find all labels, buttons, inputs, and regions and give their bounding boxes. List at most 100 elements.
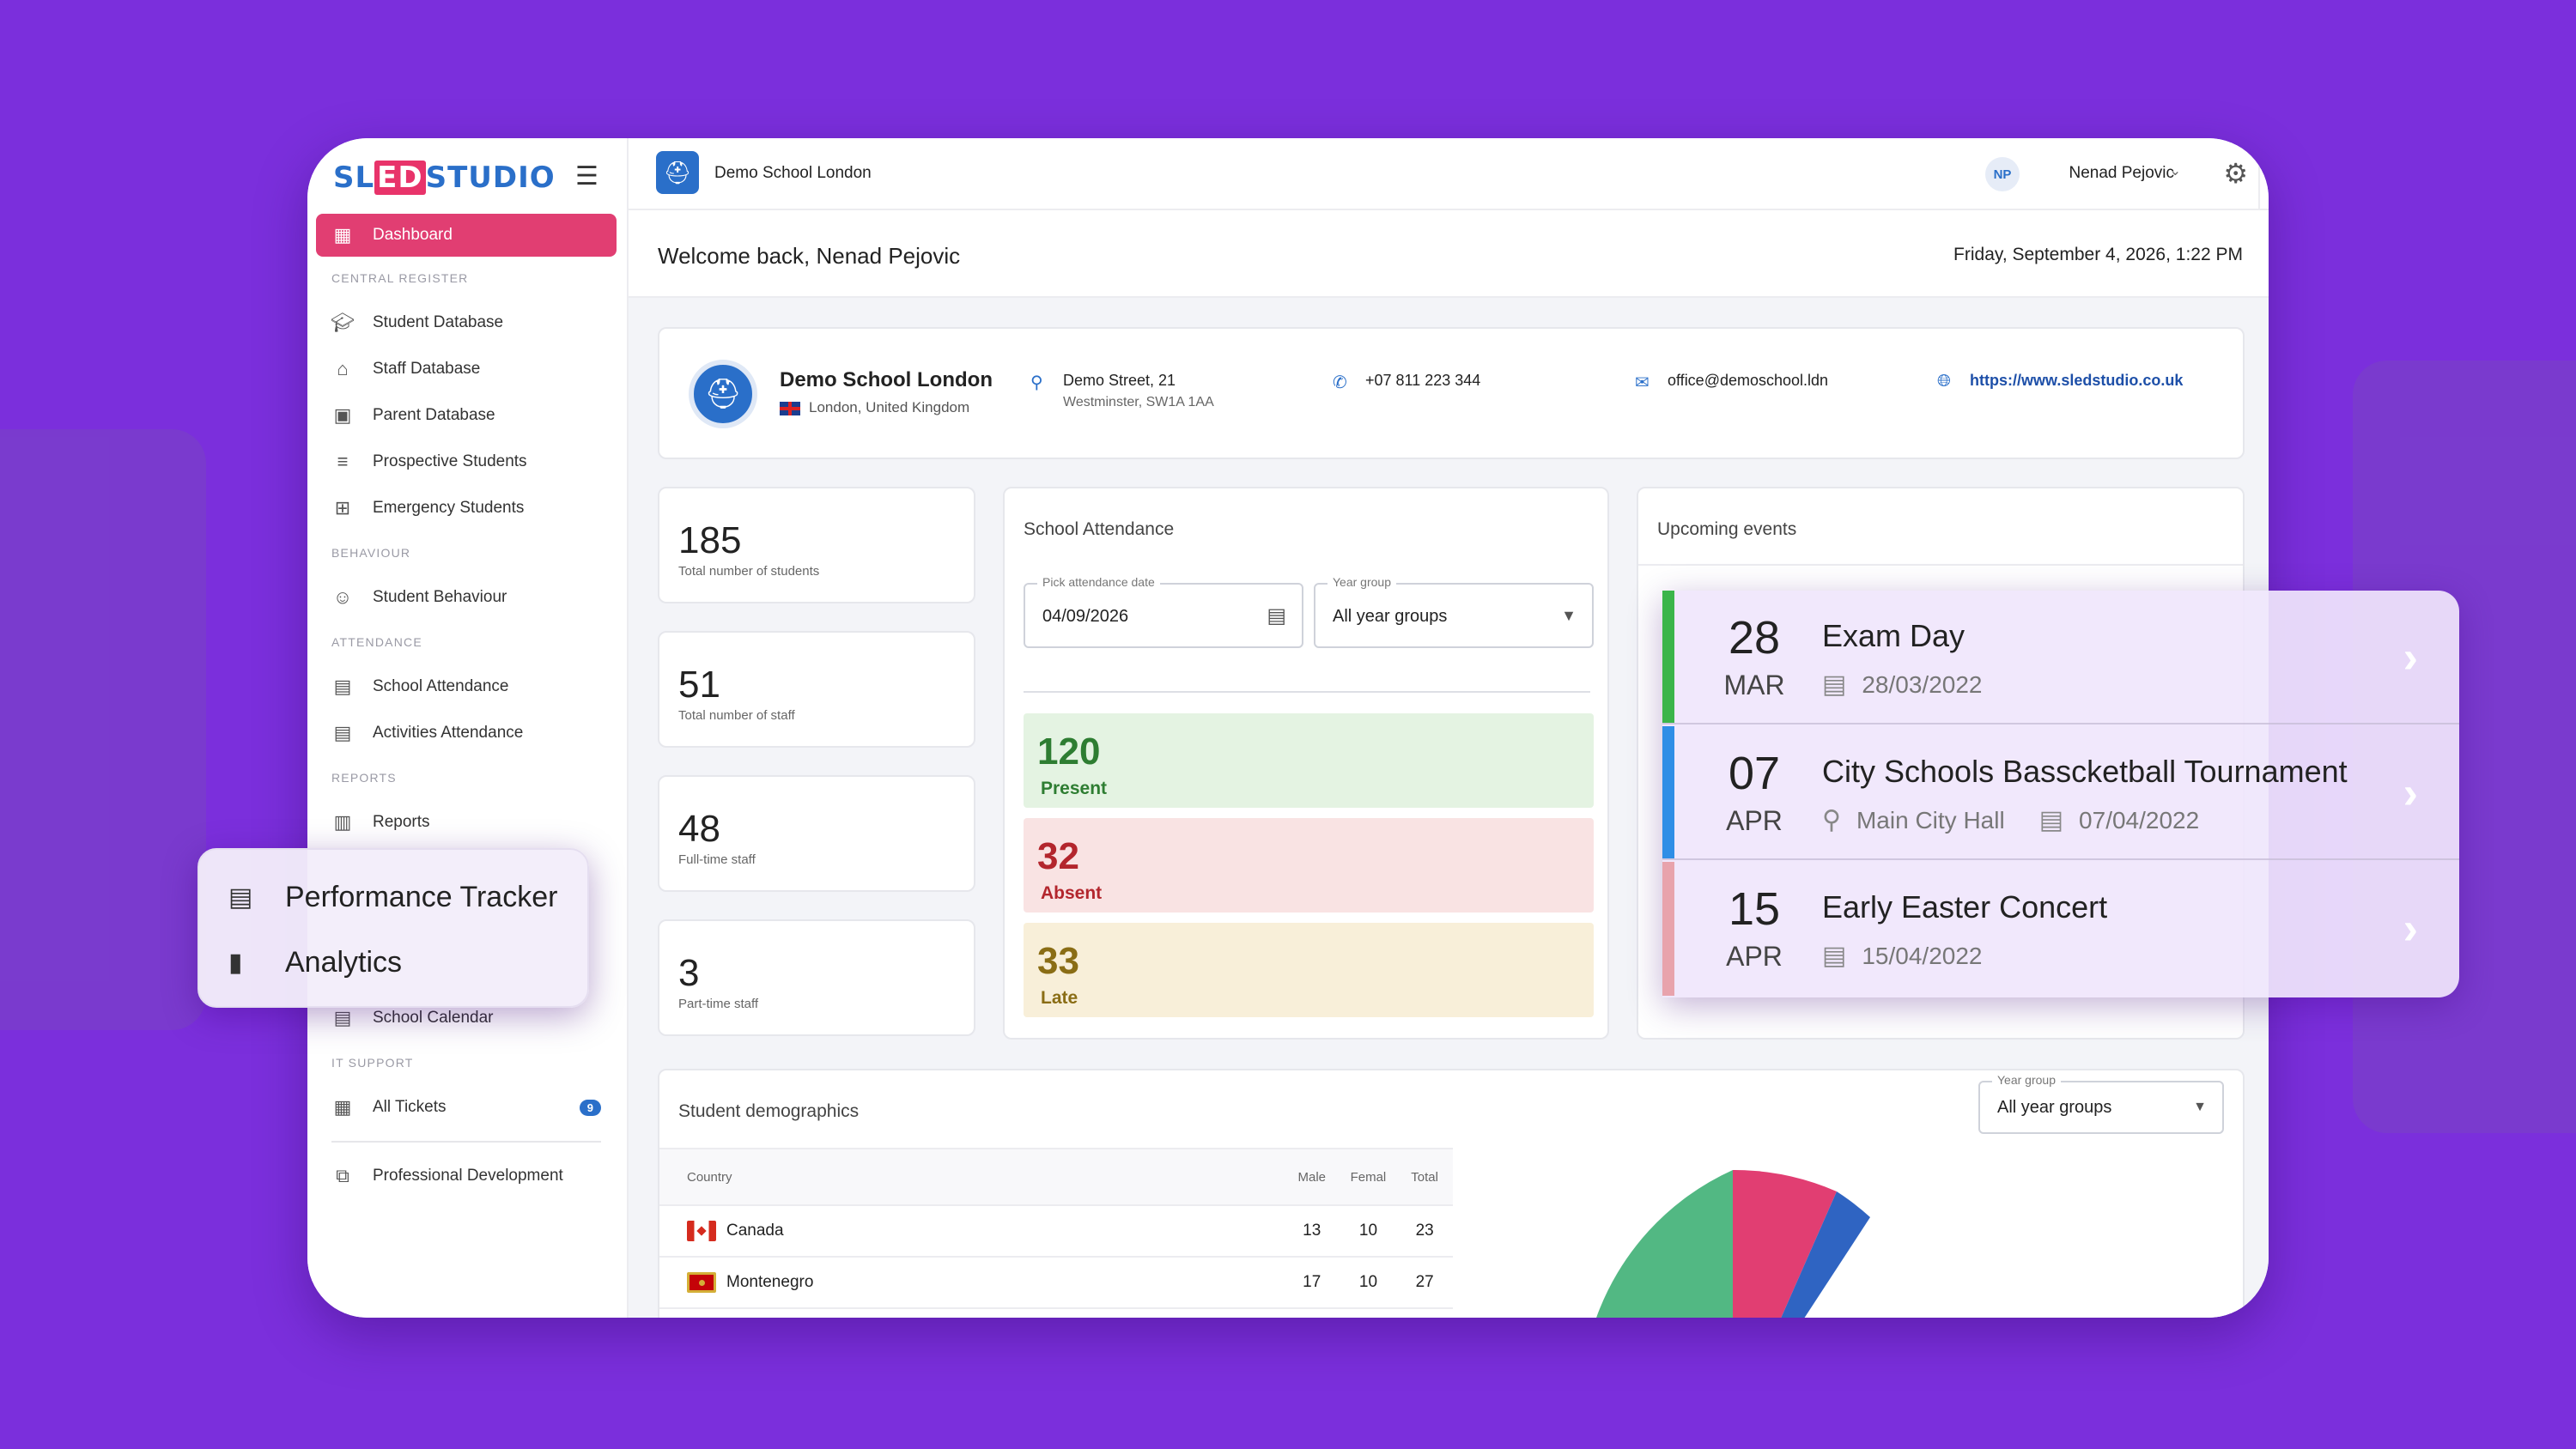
- smiley-icon: ☺: [332, 586, 353, 608]
- email-link[interactable]: office@demoschool.ldn: [1668, 372, 1829, 389]
- sidebar-item-student-database[interactable]: 🎓︎ Student Database: [316, 300, 617, 346]
- location-pin-icon: ⚲: [1822, 806, 1841, 834]
- absent-count: 32: [1037, 835, 1079, 877]
- menu-item-label: Analytics: [285, 946, 403, 979]
- dropdown-arrow-icon[interactable]: ▼: [1561, 607, 1577, 624]
- sidebar-item-label: Activities Attendance: [373, 724, 524, 742]
- chevron-right-icon[interactable]: ›: [2403, 633, 2418, 682]
- contact-icon: ▣: [333, 404, 352, 426]
- col-female[interactable]: Femal: [1350, 1169, 1387, 1185]
- calendar-icon: ▤: [2038, 806, 2064, 834]
- sidebar-item-school-attendance[interactable]: ▤ School Attendance: [316, 664, 617, 710]
- sidebar-item-parent-database[interactable]: ▣ Parent Database: [316, 392, 617, 439]
- present-label: Present: [1041, 779, 1108, 798]
- cell-total: 27: [1415, 1273, 1434, 1291]
- attendance-title: School Attendance: [1024, 519, 1175, 539]
- calendar-check-icon: ▤: [333, 1007, 352, 1028]
- present-count: 120: [1037, 731, 1101, 773]
- sidebar-item-professional-development[interactable]: ⧉ Professional Development: [316, 1153, 617, 1199]
- menu-item-analytics[interactable]: ▮ Analytics: [228, 946, 402, 979]
- sidebar-item-staff-database[interactable]: ⌂ Staff Database: [316, 346, 617, 392]
- sidebar-item-emergency-students[interactable]: ⊞ Emergency Students: [316, 485, 617, 531]
- school-logo-icon: ⛑︎: [689, 360, 757, 428]
- sidebar-item-activities-attendance[interactable]: ▤ Activities Attendance: [316, 710, 617, 756]
- menu-item-label: Performance Tracker: [285, 881, 558, 913]
- calendar-icon[interactable]: ▤: [1267, 604, 1286, 627]
- col-total[interactable]: Total: [1411, 1169, 1438, 1185]
- floating-menu: ▤ Performance Tracker ▮ Analytics: [197, 848, 589, 1008]
- sidebar-item-prospective-students[interactable]: ≡ Prospective Students: [316, 439, 617, 485]
- chevron-right-icon[interactable]: ›: [2403, 904, 2418, 954]
- graduation-cap-icon: 🎓︎: [331, 312, 355, 333]
- attendance-card: School Attendance Pick attendance date 0…: [1003, 487, 1609, 1040]
- gear-icon[interactable]: ⚙: [2223, 158, 2248, 189]
- phone-text[interactable]: +07 811 223 344: [1365, 372, 1481, 389]
- calendar-icon: ▤: [333, 722, 352, 743]
- document-icon: ▥: [333, 811, 352, 833]
- section-central-register: CENTRAL REGISTER: [331, 271, 469, 285]
- event-item[interactable]: 28 MAR Exam Day ▤ 28/03/2022 ›: [1662, 591, 2459, 724]
- sidebar-item-all-tickets[interactable]: ▦ All Tickets 9: [316, 1084, 617, 1131]
- avatar[interactable]: NP: [1985, 157, 2020, 191]
- sidebar-item-school-calendar[interactable]: ▤ School Calendar: [316, 995, 617, 1041]
- pie-slice-pink[interactable]: [1733, 1170, 1837, 1318]
- building-icon: ⌂: [337, 358, 349, 379]
- event-color-bar: [1662, 726, 1674, 858]
- table-row[interactable]: Canada 13 10 23: [659, 1206, 1453, 1258]
- event-item[interactable]: 15 APR Early Easter Concert ▤ 15/04/2022 …: [1662, 862, 2459, 996]
- website-link[interactable]: https://www.sledstudio.co.uk: [1970, 372, 2184, 389]
- stat-label: Full-time staff: [678, 852, 756, 867]
- sidebar-item-reports[interactable]: ▥ Reports: [316, 799, 617, 846]
- stat-card-fulltime: 48 Full-time staff: [658, 775, 975, 892]
- late-label: Late: [1041, 988, 1078, 1008]
- country-name: Canada: [726, 1222, 784, 1240]
- uk-flag-icon: [780, 401, 800, 415]
- present-box: 120 Present: [1024, 713, 1594, 808]
- event-meta: ▤ 15/04/2022: [1822, 941, 1983, 971]
- sidebar-item-label: Emergency Students: [373, 499, 525, 517]
- date-field-label: Pick attendance date: [1037, 575, 1160, 589]
- topbar-school-name[interactable]: Demo School London: [714, 164, 872, 182]
- chevron-down-icon[interactable]: ⌄: [2169, 164, 2181, 179]
- cell-female: 10: [1358, 1273, 1378, 1291]
- table-header: Country Male Femal Total: [659, 1148, 1453, 1206]
- cell-female: 10: [1358, 1222, 1378, 1240]
- late-box: 33 Late: [1024, 923, 1594, 1017]
- year-group-select[interactable]: Year group All year groups ▼: [1314, 575, 1594, 648]
- demographics-table: Country Male Femal Total Canada 13 10 23…: [659, 1148, 1453, 1309]
- absent-label: Absent: [1041, 883, 1103, 903]
- menu-toggle-icon[interactable]: ☰: [575, 162, 598, 191]
- col-male[interactable]: Male: [1297, 1169, 1326, 1185]
- plus-box-icon: ⊞: [334, 497, 351, 518]
- sidebar-item-label: Reports: [373, 813, 430, 831]
- pie-slice-green[interactable]: [1595, 1170, 1733, 1318]
- upcoming-events-list: 28 MAR Exam Day ▤ 28/03/2022 › 07 APR Cit…: [1662, 591, 2459, 997]
- event-item[interactable]: 07 APR City Schools Basscketball Tournam…: [1662, 726, 2459, 860]
- dropdown-arrow-icon[interactable]: ▼: [2193, 1100, 2207, 1114]
- menu-item-performance-tracker[interactable]: ▤ Performance Tracker: [228, 881, 557, 914]
- stat-value: 3: [678, 952, 700, 994]
- event-date: 15/04/2022: [1862, 942, 1983, 969]
- calendar-icon: ▤: [1822, 670, 1847, 699]
- col-country[interactable]: Country: [687, 1169, 732, 1185]
- stat-label: Total number of students: [678, 564, 820, 579]
- school-location-text: London, United Kingdom: [809, 399, 970, 415]
- logo[interactable]: SLEDSTUDIO: [333, 161, 556, 195]
- location-pin-icon: ⚲: [1030, 373, 1043, 392]
- event-title: Early Easter Concert: [1822, 889, 2108, 925]
- table-row[interactable]: Montenegro 17 10 27: [659, 1258, 1453, 1309]
- sidebar-item-dashboard[interactable]: ▦ Dashboard: [316, 214, 617, 257]
- mail-icon: ✉: [1635, 373, 1649, 392]
- stat-value: 48: [678, 808, 720, 850]
- school-address: ⚲ Demo Street, 21 Westminster, SW1A 1AA: [1030, 372, 1214, 410]
- pie-slice-blue[interactable]: [1733, 1191, 1870, 1318]
- year-field-value: All year groups: [1333, 607, 1448, 626]
- stat-label: Total number of staff: [678, 708, 795, 723]
- school-phone: ✆ +07 811 223 344: [1333, 372, 1480, 393]
- user-name[interactable]: Nenad Pejovic: [2069, 164, 2174, 182]
- demographics-year-select[interactable]: Year group All year groups ▼: [1978, 1073, 2224, 1134]
- sidebar-item-student-behaviour[interactable]: ☺ Student Behaviour: [316, 574, 617, 621]
- attendance-date-picker[interactable]: Pick attendance date 04/09/2026 ▤: [1024, 575, 1303, 648]
- chevron-right-icon[interactable]: ›: [2403, 768, 2418, 818]
- events-divider: [1638, 564, 2243, 566]
